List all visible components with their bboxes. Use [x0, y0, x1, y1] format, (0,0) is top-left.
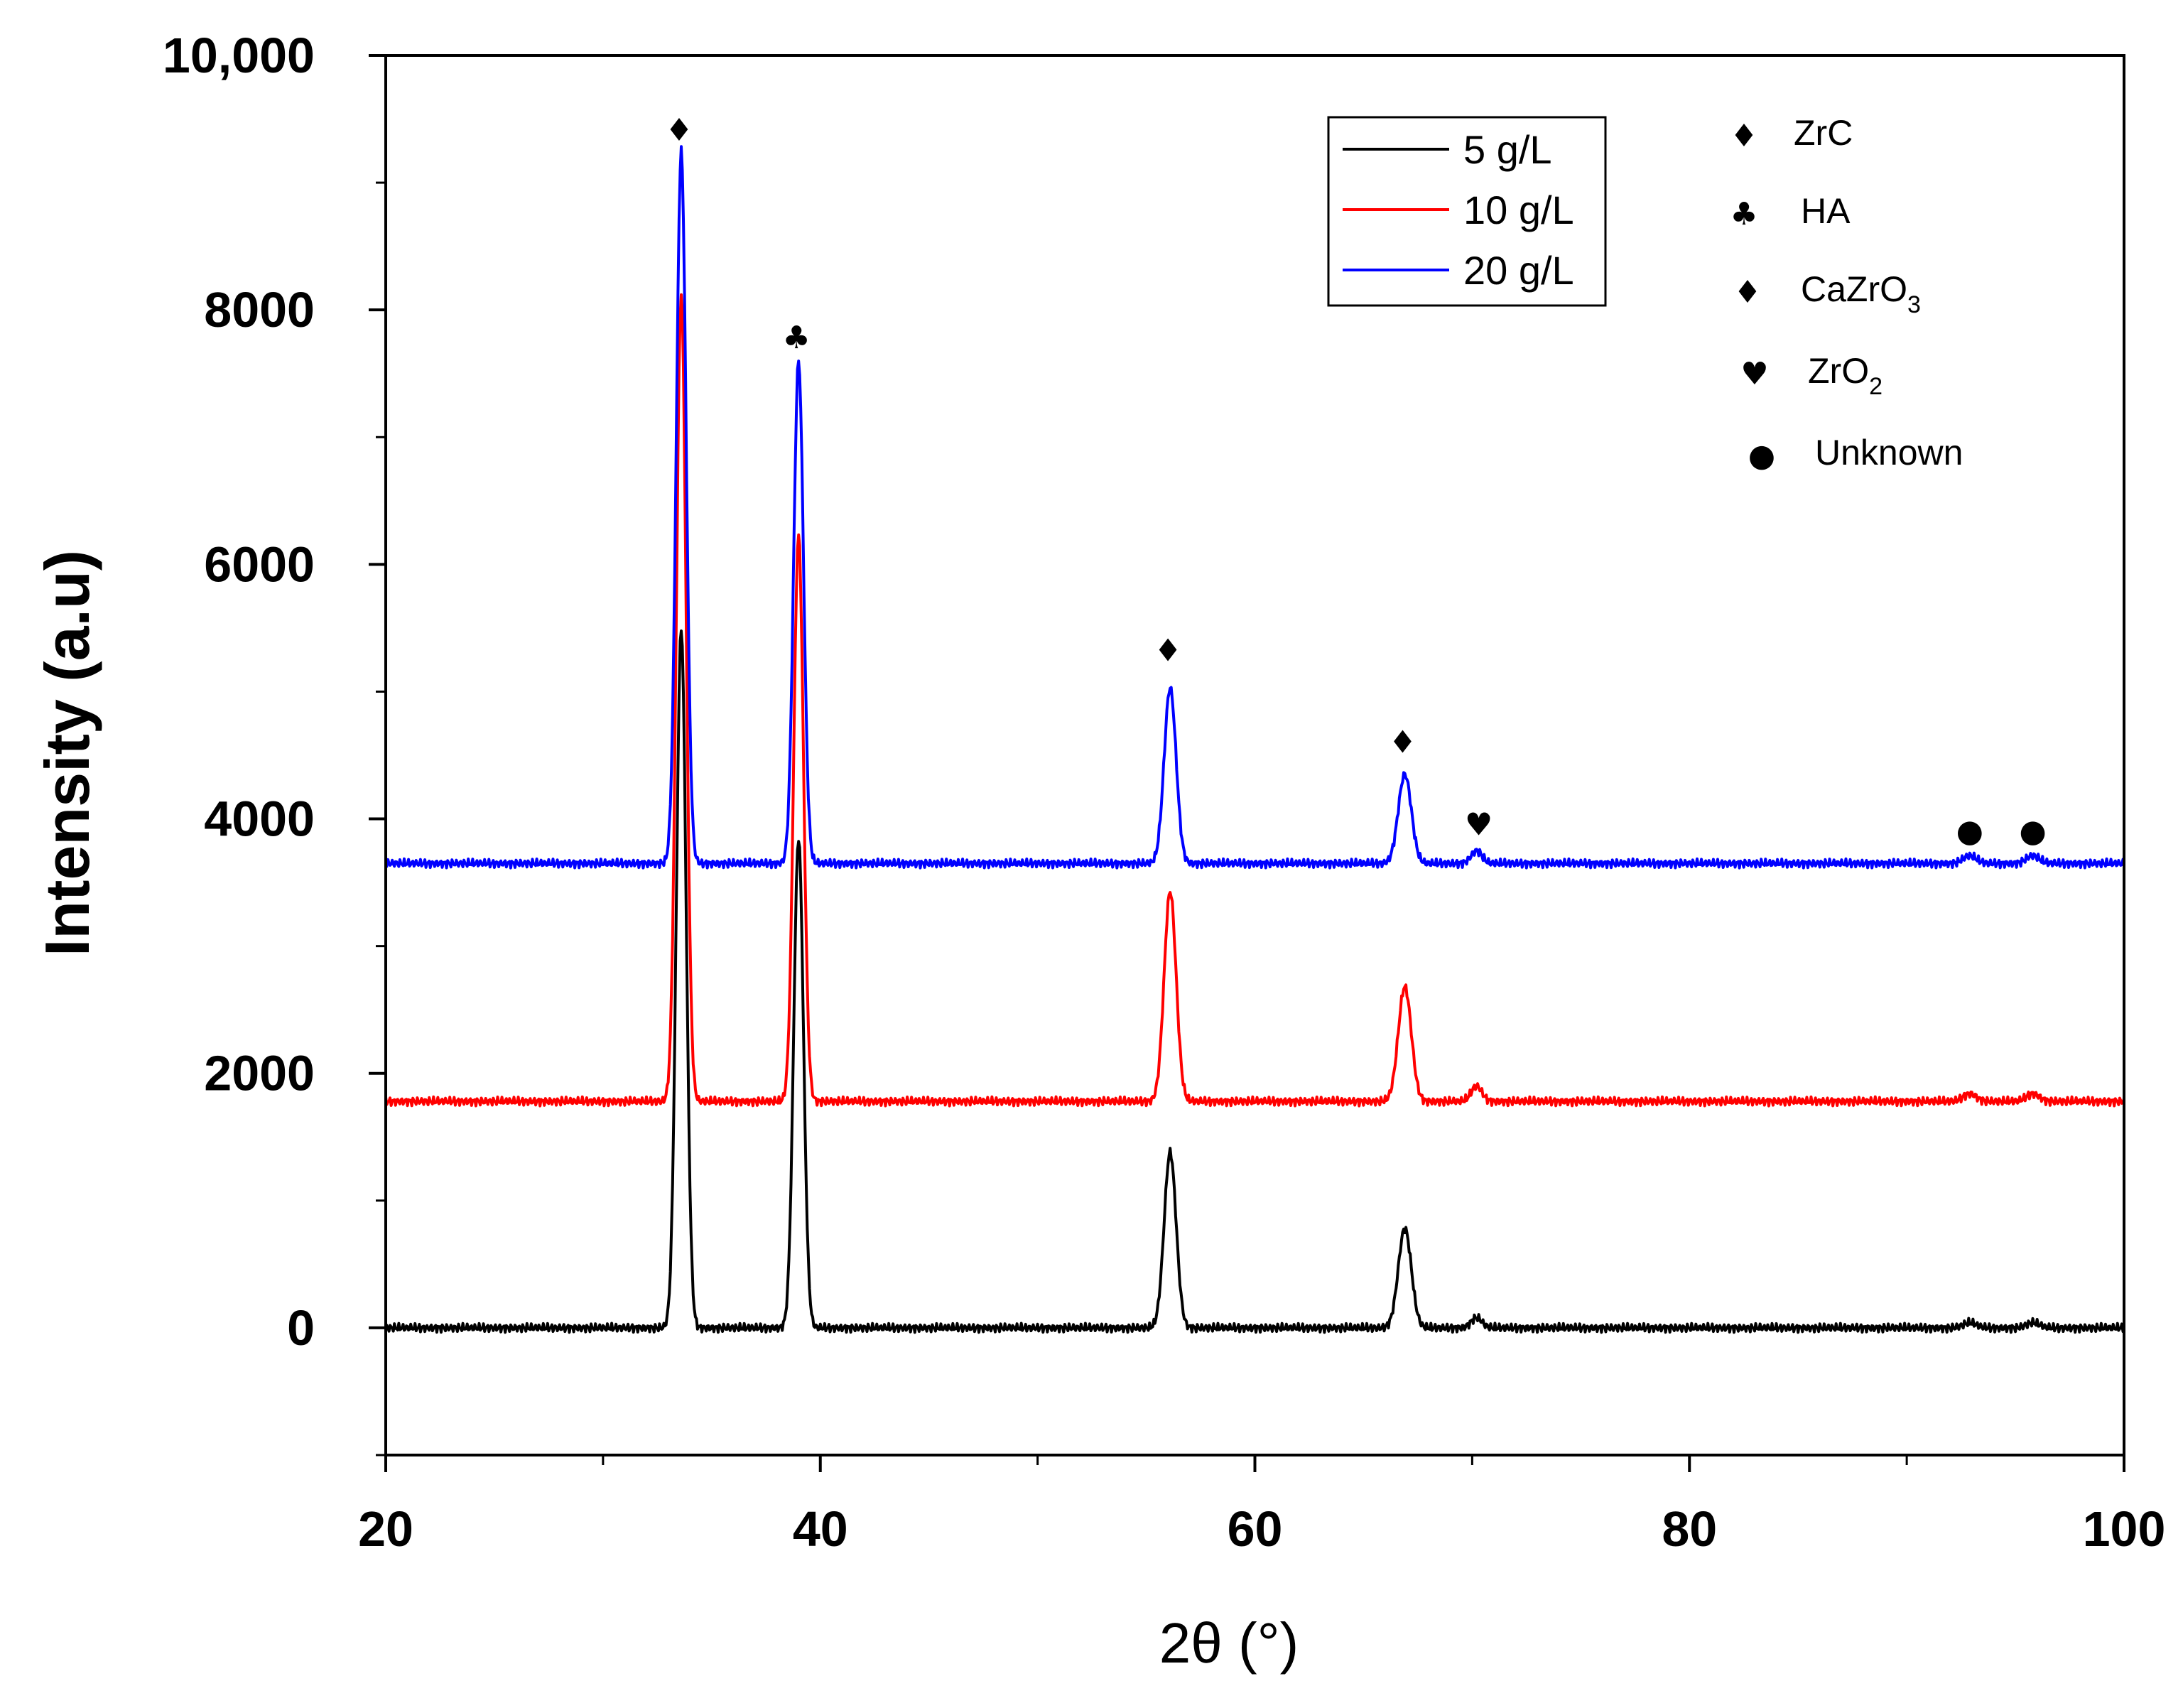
phase-label-main: Unknown — [1815, 433, 1963, 472]
peak-marker: ● — [1956, 814, 1983, 850]
phase-label: ZrO2 — [1808, 351, 1883, 400]
peak-marker: ♦ — [1154, 632, 1181, 669]
peak-marker: ● — [2019, 814, 2046, 850]
x-tick-label: 100 — [2083, 1501, 2166, 1557]
y-axis-title: Intensity (a.u) — [32, 550, 102, 956]
x-tick-label: 60 — [1228, 1501, 1283, 1557]
x-tick-label: 40 — [793, 1501, 848, 1557]
y-tick-label: 8000 — [204, 282, 315, 337]
y-tick-label: 10,000 — [163, 28, 315, 83]
phase-symbol: ● — [1748, 438, 1775, 474]
legend-label: 10 g/L — [1463, 188, 1574, 232]
peak-annotations: ♦ ♣ ♦ ♦ ♥ ● ● — [665, 112, 2047, 850]
phase-label: HA — [1801, 191, 1851, 231]
series-line-2 — [384, 293, 2125, 1108]
legend-label: 20 g/L — [1463, 248, 1574, 293]
peak-marker: ♦ — [665, 112, 693, 148]
y-tick-label: 4000 — [204, 791, 315, 847]
x-axis-title: 2θ (°) — [1159, 1611, 1299, 1675]
phase-label-main: CaZrO — [1801, 269, 1907, 309]
y-tick-label: 6000 — [204, 536, 315, 592]
phase-label-subscript: 3 — [1907, 291, 1921, 318]
phase-label: CaZrO3 — [1801, 269, 1921, 318]
phase-label-main: HA — [1801, 191, 1851, 231]
x-tick-label: 80 — [1662, 1501, 1717, 1557]
phase-symbol: ♣ — [1730, 196, 1757, 232]
y-axis: 0 2000 4000 6000 8000 10,000 — [163, 28, 386, 1456]
x-tick-label: 20 — [358, 1501, 413, 1557]
series-line-1 — [384, 629, 2125, 1334]
phase-label: ZrC — [1794, 113, 1853, 153]
legend-label: 5 g/L — [1463, 127, 1552, 172]
x-axis: 20 40 60 80 100 — [358, 1455, 2165, 1557]
phase-symbol: ♥ — [1740, 356, 1768, 392]
series-layer — [384, 145, 2125, 1334]
peak-marker: ♣ — [782, 320, 810, 356]
phase-label-main: ZrO — [1808, 351, 1869, 391]
phase-label: Unknown — [1815, 433, 1963, 472]
phase-legend: ♦ ZrC ♣ HA ♦ CaZrO3 ♥ ZrO2 ● Unknown — [1730, 113, 1963, 474]
peak-marker: ♦ — [1389, 724, 1416, 760]
series-line-3 — [384, 145, 2125, 870]
y-tick-label: 0 — [287, 1300, 315, 1356]
phase-label-main: ZrC — [1794, 113, 1853, 153]
series-legend: 5 g/L 10 g/L 20 g/L — [1327, 116, 1607, 307]
y-tick-label: 2000 — [204, 1046, 315, 1101]
phase-symbol: ♦ — [1730, 118, 1757, 154]
series-legend-items: 5 g/L 10 g/L 20 g/L — [1343, 127, 1574, 293]
phase-label-subscript: 2 — [1869, 373, 1883, 400]
phase-symbol: ♦ — [1733, 274, 1761, 310]
peak-marker: ♥ — [1465, 807, 1493, 843]
